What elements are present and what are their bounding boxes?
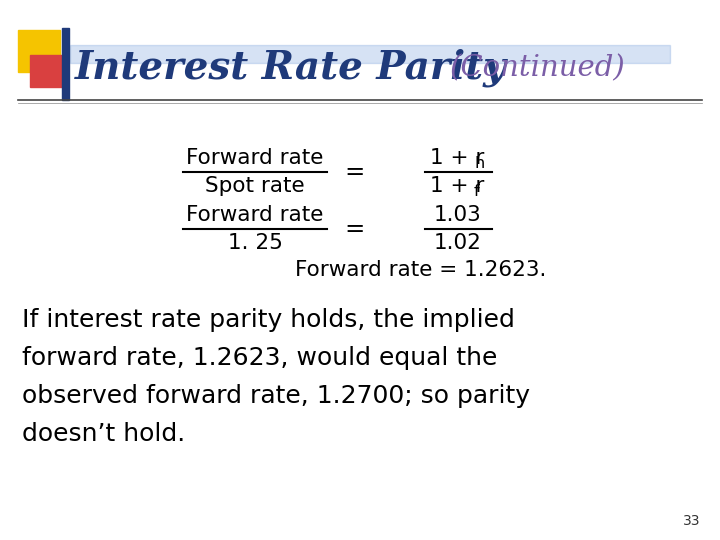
Bar — [30, 55, 62, 87]
Bar — [62, 28, 69, 100]
Text: If interest rate parity holds, the implied: If interest rate parity holds, the impli… — [22, 308, 515, 332]
Text: observed forward rate, 1.2700; so parity: observed forward rate, 1.2700; so parity — [22, 384, 530, 408]
Text: h: h — [474, 157, 485, 172]
Text: 33: 33 — [683, 514, 700, 528]
Text: 1 + r: 1 + r — [430, 148, 485, 168]
Text: Forward rate = 1.2623.: Forward rate = 1.2623. — [295, 260, 546, 280]
Text: (Continued): (Continued) — [450, 54, 626, 82]
Bar — [70, 45, 670, 63]
Bar — [18, 30, 60, 72]
Text: 1.02: 1.02 — [434, 233, 482, 253]
Text: forward rate, 1.2623, would equal the: forward rate, 1.2623, would equal the — [22, 346, 498, 370]
Text: Forward rate: Forward rate — [186, 205, 324, 225]
Text: doesn’t hold.: doesn’t hold. — [22, 422, 185, 446]
Text: Forward rate: Forward rate — [186, 148, 324, 168]
Text: =: = — [345, 160, 365, 184]
Text: Interest Rate Parity: Interest Rate Parity — [75, 49, 507, 87]
Text: 1. 25: 1. 25 — [228, 233, 282, 253]
Text: 1.03: 1.03 — [434, 205, 482, 225]
Text: Spot rate: Spot rate — [205, 176, 305, 196]
Text: 1 + r: 1 + r — [430, 176, 485, 196]
Text: f: f — [474, 185, 480, 199]
Text: =: = — [345, 217, 365, 241]
